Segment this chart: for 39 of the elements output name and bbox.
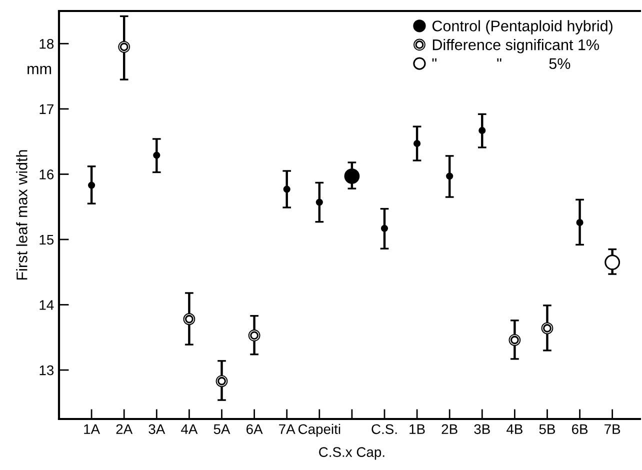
point — [88, 182, 96, 189]
x-tick-label: 3A — [148, 424, 166, 434]
x-tick-label: 6B — [572, 424, 588, 434]
x-tick-label: 5A — [214, 424, 230, 434]
legend-label: " " 5% — [432, 58, 570, 70]
y-tick-label: 14 — [40, 300, 54, 310]
x-tick-label: 2B — [442, 424, 458, 434]
point — [413, 140, 421, 148]
x-tick-label: 2A — [116, 424, 133, 434]
x-tick-label: C.S.x Cap. — [319, 447, 384, 460]
point — [316, 198, 323, 206]
y-tick-label: 16 — [40, 170, 54, 180]
x-tick-label: 7A — [279, 424, 296, 434]
x-tick-label: 6A — [246, 424, 263, 434]
x-tick-label: C.S. — [372, 424, 397, 434]
x-tick-label: Capeiti — [298, 424, 340, 437]
point — [478, 126, 486, 134]
text: mm — [28, 66, 52, 74]
legend-label: Control (Pentaploid hybrid) — [432, 20, 612, 34]
point — [380, 224, 388, 232]
y-tick-label: 15 — [40, 234, 54, 245]
point — [576, 218, 584, 226]
y-tick-label: 17 — [40, 104, 54, 114]
point — [344, 168, 360, 184]
y-axis-title: First leaf max width — [16, 150, 28, 280]
y-tick-label: 13 — [40, 365, 54, 376]
x-tick-label: 4B — [506, 424, 522, 434]
x-tick-label: 3B — [474, 424, 490, 434]
point — [446, 172, 454, 180]
y-tick-label: 18 — [40, 38, 54, 49]
point — [604, 254, 620, 270]
point — [153, 152, 160, 159]
legend-label: Difference significant 1% — [432, 38, 600, 54]
x-tick-label: 4A — [181, 424, 198, 434]
x-tick-label: 5B — [539, 424, 555, 434]
x-tick-label: 1B — [410, 424, 425, 434]
x-tick-label: 1A — [84, 424, 100, 434]
x-tick-label: 7B — [604, 424, 620, 434]
point — [283, 186, 290, 193]
